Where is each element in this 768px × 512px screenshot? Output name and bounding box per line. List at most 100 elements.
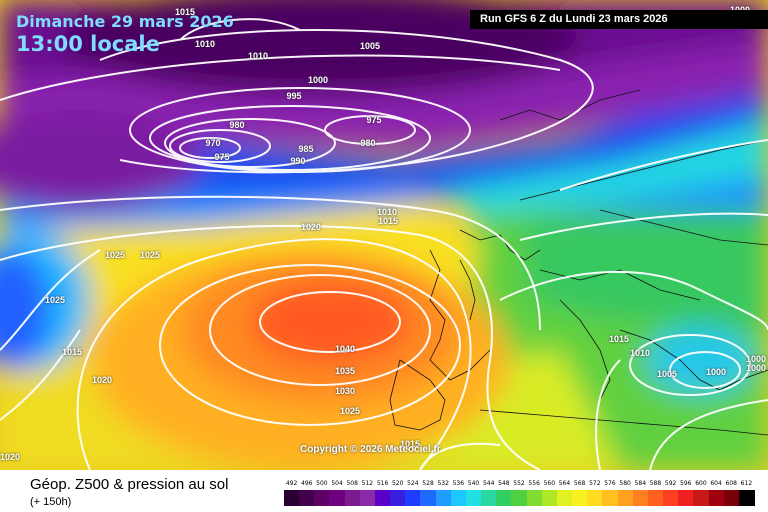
isobar-label: 1025 [44,295,66,305]
legend-swatch [738,490,755,506]
legend-swatch [359,490,376,506]
legend-swatch [329,490,346,506]
legend-swatch [647,490,664,506]
legend-swatch [390,490,407,506]
legend-swatch [556,490,573,506]
legend-swatch [708,490,725,506]
legend-tick: 556 [528,480,540,487]
legend-swatch [344,490,361,506]
legend-tick: 524 [407,480,419,487]
isobar-label: 1000 [745,363,767,373]
isobar-label: 1025 [139,250,161,260]
isobar-label: 1010 [376,207,398,217]
isobar-label: 1025 [339,406,361,416]
isobar-label: 975 [214,152,230,162]
legend-swatch [617,490,634,506]
isobar-label: 1000 [307,75,329,85]
legend-swatch [405,490,422,506]
isobar-label: 990 [290,156,306,166]
isobar-label: 1015 [61,347,83,357]
isobar-label: 1030 [334,386,356,396]
isobar-label: 1020 [300,222,322,232]
isobar-label: 1005 [359,41,381,51]
isobar-label: 1015 [608,334,630,344]
isobar-label: 1015 [399,439,421,449]
legend-tick: 564 [558,480,571,487]
legend-tick: 548 [498,480,510,487]
legend-tick: 500 [316,480,328,487]
legend-tick: 588 [649,480,662,487]
legend-tick: 612 [740,480,753,487]
legend-tick: 572 [589,480,601,487]
legend-tick: 560 [543,480,556,487]
legend-swatch [541,490,558,506]
legend-tick: 592 [664,480,677,487]
isobar-label: 980 [360,138,376,148]
legend-swatch [435,490,452,506]
forecast-date: Dimanche 29 mars 2026 [16,12,234,31]
isobar-label: 1005 [656,369,678,379]
legend-tick: 608 [725,480,737,487]
isobar-label: 1015 [377,216,399,226]
legend-swatch [374,490,391,506]
isobar-label: 1035 [334,366,356,376]
legend-tick: 520 [391,480,404,487]
isobar-label: 980 [229,120,245,130]
isobar-label: 1010 [629,348,651,358]
isobar-label: 1010 [247,51,269,61]
legend-tick: 536 [452,480,465,487]
legend-swatch [587,490,604,506]
legend-swatch [572,490,589,506]
legend-swatch [602,490,619,506]
legend-swatch [420,490,437,506]
legend-tick: 584 [634,480,647,487]
legend-swatch [314,490,331,506]
isobar-label: 970 [205,138,221,148]
forecast-step: (+ 150h) [30,496,72,508]
isobar-label: 1020 [91,375,113,385]
legend-swatch [663,490,680,506]
legend-tick: 576 [604,480,616,487]
legend-swatch [284,490,300,506]
weather-map: 1015 1010 1010 1005 1000 995 980 975 970 975 985 98… [0,0,768,470]
isobar-label: 1000 [705,367,727,377]
legend-swatch [511,490,528,506]
legend-swatch [693,490,710,506]
legend-tick: 540 [467,480,480,487]
isobar-label: 975 [366,115,382,125]
legend-tick: 532 [437,480,449,487]
legend-tick: 528 [422,480,434,487]
legend-swatch [678,490,695,506]
legend-tick: 496 [301,480,313,487]
legend-tick: 600 [695,480,707,487]
isobar-label: 1010 [194,39,216,49]
legend-tick: 568 [573,480,586,487]
legend-tick: 544 [482,480,495,487]
legend-swatch [299,490,316,506]
geopotential-field [0,0,768,470]
legend-swatch [481,490,498,506]
legend-swatch [465,490,482,506]
legend-tick: 552 [513,480,525,487]
legend-swatch [496,490,513,506]
legend-tick: 516 [376,480,389,487]
legend-tick: 492 [285,480,298,487]
copyright: Copyright © 2026 Meteociel.fr [300,444,441,455]
run-info: Run GFS 6 Z du Lundi 23 mars 2026 [470,10,768,29]
forecast-time: 13:00 locale [16,32,160,56]
legend-swatch [526,490,543,506]
isobar-label: 995 [286,91,302,101]
isobar-label: 1025 [104,250,126,260]
isobar-label: 1040 [334,344,356,354]
legend-tick: 508 [346,480,358,487]
isobar-label: 1020 [0,452,21,462]
legend-swatch [632,490,649,506]
isobar-label: 1000 [745,354,767,364]
map-title: Géop. Z500 & pression au sol [30,476,229,493]
legend-tick: 512 [361,480,374,487]
legend-swatch [723,490,740,506]
legend-swatch [450,490,467,506]
legend-tick: 504 [331,480,343,487]
legend-tick: 596 [680,480,692,487]
color-scale-legend: 492 496 500 504 508 512 516 520 524 528 532 536 540 5… [284,480,755,510]
